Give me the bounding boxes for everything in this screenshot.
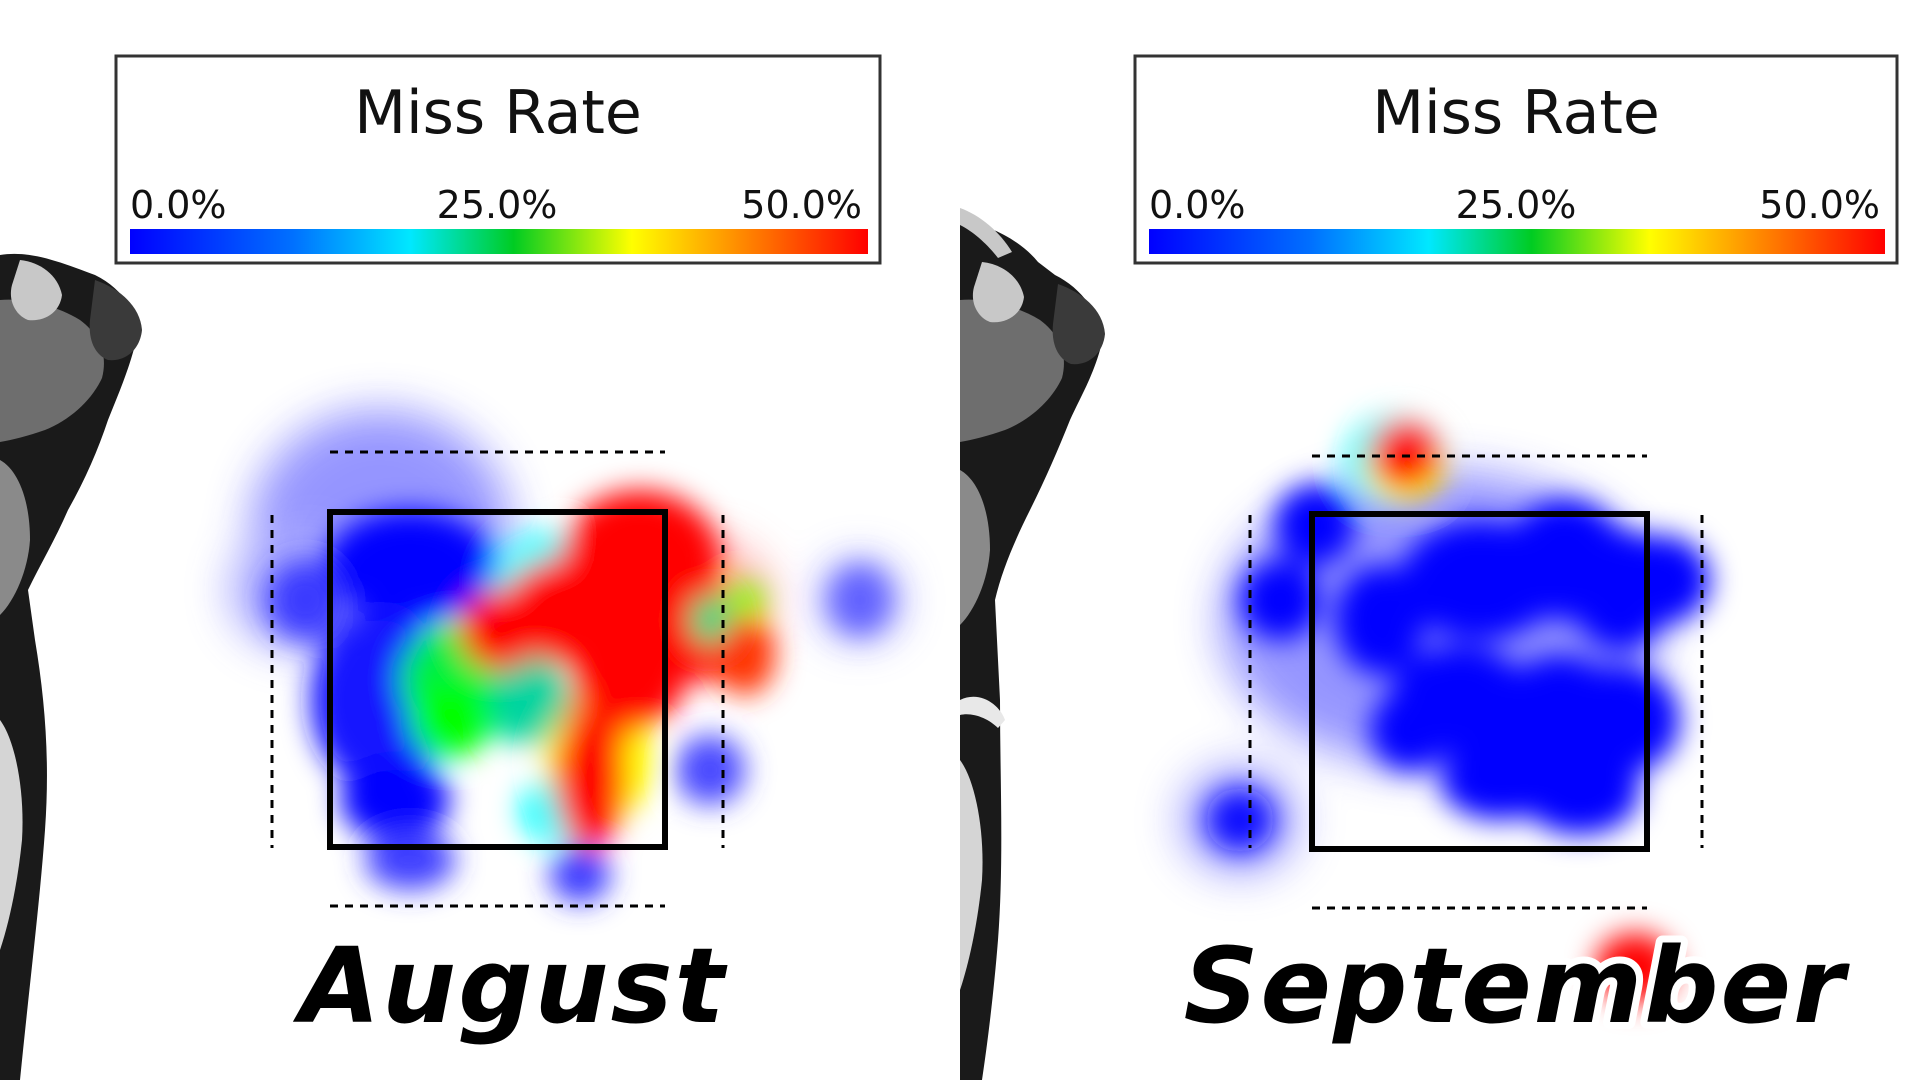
strike-zone-box [1309,511,1650,852]
heatmap-panel-september: Miss Rate 0.0% 25.0% 50.0% September [960,0,1920,1080]
legend-tick-min: 0.0% [1149,183,1246,227]
colorbar-legend: Miss Rate 0.0% 25.0% 50.0% [1133,54,1899,265]
heatmap-svg-august: Miss Rate 0.0% 25.0% 50.0% August [0,54,900,1080]
panel-label-september: September [1184,925,1850,1047]
legend-frame [114,54,882,265]
heatmap-panel-august: Miss Rate 0.0% 25.0% 50.0% August [0,54,900,1080]
batter-silhouette [0,253,142,1080]
heat-core [267,490,890,903]
legend-tick-mid: 25.0% [437,183,558,227]
strike-zone-box [327,509,668,850]
legend-frame [1133,54,1899,265]
heatmap-svg-september: Miss Rate 0.0% 25.0% 50.0% September [960,54,1899,1080]
batter-silhouette [960,208,1105,1080]
colorbar-legend: Miss Rate 0.0% 25.0% 50.0% [114,54,882,265]
legend-title: Miss Rate [1372,78,1660,148]
legend-tick-max: 50.0% [1759,183,1880,227]
legend-tick-mid: 25.0% [1456,183,1577,227]
strike-zone [270,450,725,908]
strike-zone [1248,454,1704,910]
legend-tick-max: 50.0% [741,183,862,227]
colorbar-gradient [1149,229,1885,254]
legend-tick-min: 0.0% [130,183,227,227]
legend-title: Miss Rate [354,78,642,148]
panel-label-august: August [293,925,728,1047]
colorbar-gradient [130,229,868,254]
